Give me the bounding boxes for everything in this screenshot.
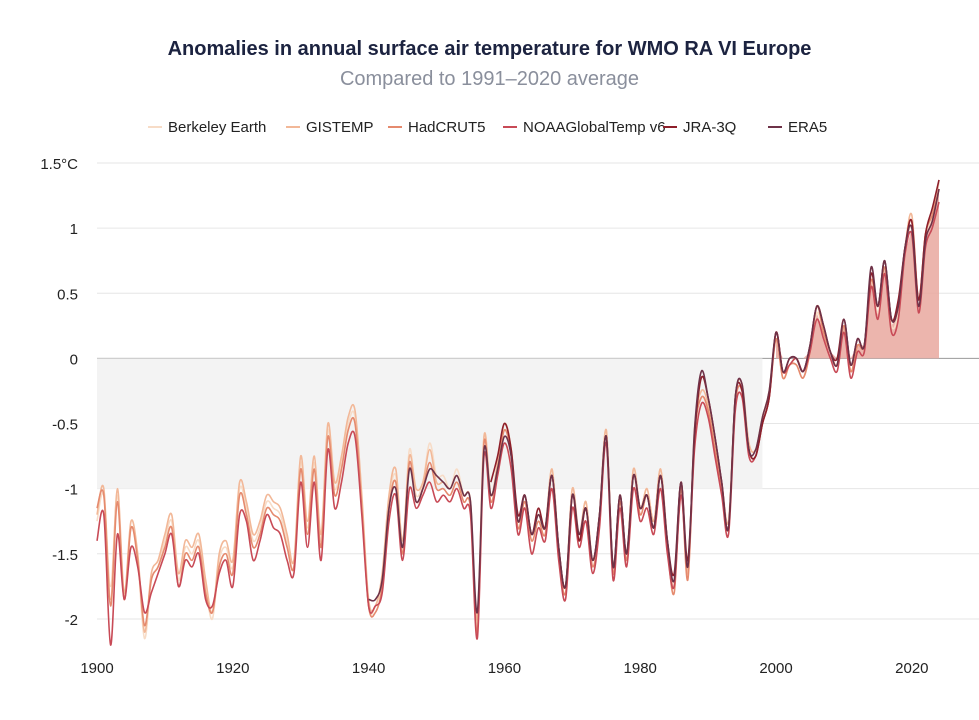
x-axis: 1900 1920 1940 1960 1980 2000 2020: [80, 660, 928, 677]
x-tick-label: 1920: [216, 660, 249, 677]
y-tick-label: 0.5: [57, 286, 78, 303]
legend-label: ERA5: [788, 119, 827, 136]
y-tick-label: -2: [65, 612, 78, 629]
series-lines: [96, 179, 940, 646]
legend-label: NOAAGlobalTemp v6: [523, 119, 666, 136]
negative-band: [97, 358, 763, 489]
x-tick-label: 1900: [80, 660, 113, 677]
legend-label: GISTEMP: [306, 119, 374, 136]
y-tick-label: -1: [65, 482, 78, 499]
y-tick-label: 0: [70, 351, 78, 368]
x-tick-label: 1980: [624, 660, 657, 677]
y-tick-label: 1.5°C: [40, 156, 78, 173]
legend-label: HadCRUT5: [408, 119, 486, 136]
y-axis: 1.5°C 1 0.5 0 -0.5 -1 -1.5 -2: [40, 156, 78, 629]
series-line-noaaglobaltemp-v6: [96, 201, 940, 646]
legend-label: JRA-3Q: [683, 119, 736, 136]
x-tick-label: 1960: [488, 660, 521, 677]
x-tick-label: 1940: [352, 660, 385, 677]
y-tick-label: -0.5: [52, 417, 78, 434]
y-tick-label: -1.5: [52, 547, 78, 564]
series-line-era5: [368, 188, 940, 614]
chart-title: Anomalies in annual surface air temperat…: [167, 38, 812, 60]
x-tick-label: 2020: [895, 660, 928, 677]
chart-subtitle: Compared to 1991–2020 average: [339, 68, 640, 90]
legend-label: Berkeley Earth: [168, 119, 266, 136]
legend: Berkeley Earth GISTEMP HadCRUT5 NOAAGlobalT…: [148, 119, 827, 136]
x-tick-label: 2000: [759, 660, 792, 677]
y-tick-label: 1: [70, 221, 78, 238]
